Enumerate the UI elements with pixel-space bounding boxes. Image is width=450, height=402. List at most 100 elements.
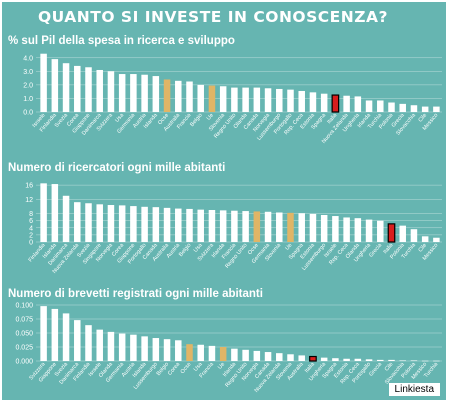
bar-svizzera bbox=[40, 306, 47, 361]
bar-portogallo bbox=[365, 359, 373, 361]
bar-regno-unito bbox=[242, 211, 249, 242]
bar-rep-ceca bbox=[298, 90, 305, 112]
bar-lussemburgo bbox=[276, 88, 283, 112]
category-label: Usa bbox=[114, 112, 125, 124]
bar-lussemburgo bbox=[152, 338, 160, 361]
bar-slovenia bbox=[219, 86, 227, 112]
bar-polonia bbox=[399, 225, 406, 242]
bar-australia bbox=[175, 80, 182, 112]
category-label: Grecia bbox=[368, 361, 384, 378]
bar-giappone bbox=[130, 206, 137, 242]
bar-finlandia bbox=[40, 183, 47, 242]
bar-estonia bbox=[343, 358, 350, 361]
y-tick-label: 16 bbox=[25, 183, 33, 190]
category-label: Belgio bbox=[178, 242, 192, 258]
bar-slovenia bbox=[287, 354, 294, 361]
bar-olanda bbox=[242, 87, 249, 112]
y-tick-label: 2 bbox=[29, 232, 33, 239]
bar-ocse bbox=[163, 79, 171, 112]
bar-ocse bbox=[186, 344, 193, 361]
bar-norvegia bbox=[253, 350, 261, 361]
bar-islanda bbox=[51, 184, 59, 242]
bar-slovacchia bbox=[410, 105, 418, 112]
bar-norvegia bbox=[264, 88, 272, 112]
bar-usa bbox=[197, 209, 204, 242]
category-label: Ocse bbox=[180, 361, 193, 375]
y-tick-label: 6 bbox=[29, 218, 33, 225]
bar-canada bbox=[253, 87, 261, 112]
bar-danimarca bbox=[96, 69, 103, 112]
y-tick-label: 8 bbox=[29, 211, 33, 218]
bar-belgio bbox=[163, 339, 171, 361]
y-tick-label: 0.0 bbox=[23, 110, 33, 117]
bar-regno-unito bbox=[242, 349, 249, 361]
bar-ue bbox=[287, 212, 294, 242]
bar-ue bbox=[219, 347, 227, 361]
bar-singapore bbox=[96, 204, 103, 242]
bar-belgio bbox=[197, 84, 204, 112]
bar-corea bbox=[175, 340, 182, 361]
patents-chart: 0.0000.0250.0500.0750.100SvizzeraGiappon… bbox=[15, 303, 442, 394]
bar-spagna bbox=[298, 213, 305, 242]
bar-irlanda bbox=[219, 210, 227, 242]
bar-messico bbox=[433, 106, 440, 112]
bar-israele bbox=[96, 329, 103, 361]
y-tick-label: 4.0 bbox=[23, 55, 33, 62]
bar-spagna bbox=[320, 93, 328, 112]
bar-polonia bbox=[410, 360, 418, 362]
bar-nuova-zelanda bbox=[74, 202, 81, 242]
y-tick-label: 3.0 bbox=[23, 69, 33, 76]
bar-francia bbox=[208, 345, 216, 361]
bar-ungheria bbox=[320, 357, 328, 361]
bar-turchia bbox=[433, 360, 440, 362]
category-label: Ue bbox=[284, 242, 293, 251]
category-label: Usa bbox=[193, 242, 204, 254]
bar-belgio bbox=[186, 208, 193, 242]
bar-nuova-zelanda bbox=[276, 353, 283, 361]
bar-islanda bbox=[152, 76, 160, 112]
bar-germania bbox=[264, 211, 272, 242]
bar-corea bbox=[74, 65, 81, 112]
bar-francia bbox=[231, 210, 238, 242]
bar-rep-ceca bbox=[343, 217, 350, 242]
bar-grecia bbox=[377, 359, 384, 361]
bar-estonia bbox=[309, 92, 317, 112]
bar-svezia bbox=[85, 203, 92, 242]
bar-germania bbox=[118, 333, 126, 361]
y-tick-label: 2.0 bbox=[23, 82, 33, 89]
credit-label: Linkiesta bbox=[388, 383, 440, 396]
bar-spagna bbox=[332, 358, 339, 361]
bar-svizzera bbox=[107, 71, 115, 112]
bar-danimarca bbox=[62, 195, 70, 242]
bar-svezia bbox=[62, 313, 70, 361]
bar-danimarca bbox=[74, 320, 81, 361]
bar-ocse bbox=[253, 211, 261, 242]
category-label: Grecia bbox=[368, 242, 384, 259]
category-label: Cile bbox=[418, 112, 429, 123]
bar-austria bbox=[130, 334, 137, 361]
bar-australia bbox=[298, 355, 305, 361]
bar-finlandia bbox=[85, 325, 92, 361]
bar-italia bbox=[309, 355, 317, 362]
category-label: Cile bbox=[384, 361, 395, 372]
bar-austria bbox=[141, 74, 148, 112]
bar-canada bbox=[264, 352, 272, 361]
y-tick-label: 1.0 bbox=[23, 96, 33, 103]
category-label: Usa bbox=[193, 361, 204, 373]
rd-spending-chart: 0.01.02.03.04.0IsraeleFinlandiaSveziaCor… bbox=[23, 53, 442, 145]
bar-turchia bbox=[377, 100, 384, 112]
bar-norvegia bbox=[107, 205, 115, 242]
bar-nuova-zelanda bbox=[343, 95, 350, 112]
bar-francia bbox=[186, 81, 193, 112]
bar-canada bbox=[152, 207, 160, 242]
bar-olanda bbox=[107, 331, 115, 361]
bar-italia bbox=[387, 223, 396, 243]
chart-2-title: Numero di ricercatori ogni mille abitant… bbox=[8, 162, 226, 174]
category-label: Svezia bbox=[54, 112, 70, 129]
y-tick-label: 12 bbox=[25, 197, 33, 204]
bar-estonia bbox=[309, 213, 317, 242]
bar-portogallo bbox=[141, 206, 148, 242]
y-tick-label: 0.000 bbox=[15, 359, 33, 366]
category-label: Austria bbox=[166, 242, 182, 260]
y-tick-label: 0.075 bbox=[15, 317, 33, 324]
